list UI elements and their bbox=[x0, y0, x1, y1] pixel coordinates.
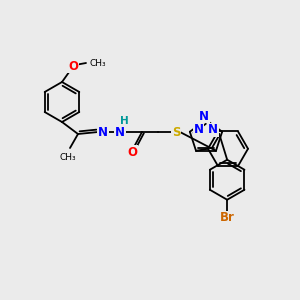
Text: N: N bbox=[115, 125, 125, 139]
Text: CH₃: CH₃ bbox=[89, 58, 106, 68]
Text: O: O bbox=[127, 146, 137, 158]
Text: N: N bbox=[199, 110, 209, 122]
Text: Br: Br bbox=[220, 211, 235, 224]
Text: H: H bbox=[120, 116, 128, 126]
Text: N: N bbox=[98, 125, 108, 139]
Text: N: N bbox=[208, 123, 218, 136]
Text: S: S bbox=[172, 125, 180, 139]
Text: CH₃: CH₃ bbox=[60, 153, 76, 162]
Text: N: N bbox=[194, 123, 204, 136]
Text: O: O bbox=[68, 59, 78, 73]
